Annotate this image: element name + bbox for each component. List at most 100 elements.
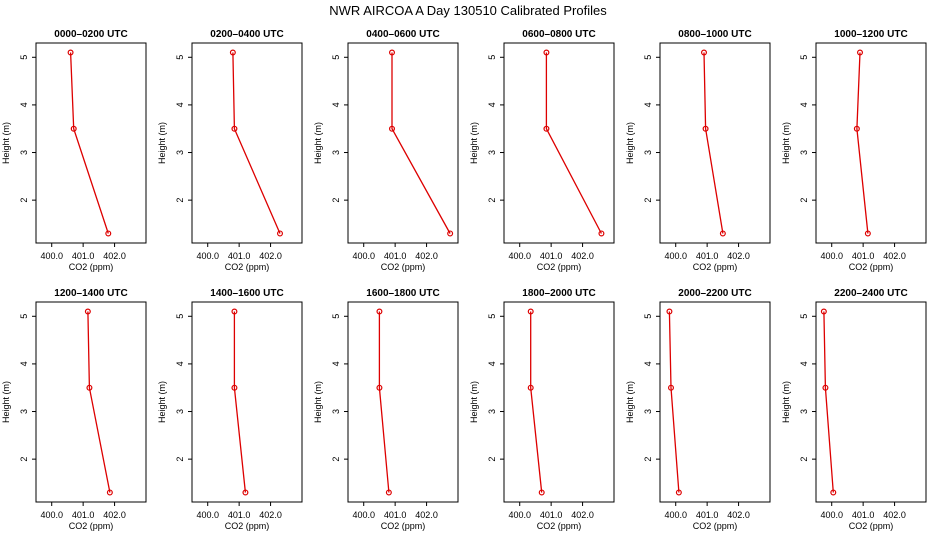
data-point [70,125,77,132]
panel: 1200–1400 UTC 400.0 401.0 402.0 2 3 4 5 CO2 (ppm… [1,288,147,531]
data-point [277,230,284,237]
panel: 1000–1200 UTC 400.0 401.0 402.0 2 3 4 5 CO2 (ppm… [781,29,927,272]
x-tick-label: 401.0 [852,251,875,261]
panel: 0200–0400 UTC 400.0 401.0 402.0 2 3 4 5 CO2 (ppm… [157,29,303,272]
x-tick-label: 400.0 [40,251,63,261]
panel: 0400–0600 UTC 400.0 401.0 402.0 2 3 4 5 CO2 (ppm… [313,29,459,272]
y-tick-label: 2 [19,457,29,462]
y-tick-label: 4 [175,361,185,366]
x-axis-label: CO2 (ppm) [381,262,426,272]
x-tick-label: 400.0 [664,510,687,520]
y-tick-label: 5 [799,55,809,60]
y-tick-label: 5 [643,314,653,319]
y-tick-label: 2 [175,198,185,203]
y-tick-label: 5 [487,55,497,60]
data-point [376,384,383,391]
y-tick-label: 5 [175,55,185,60]
y-axis-label: Height (m) [1,122,11,164]
panel: 1400–1600 UTC 400.0 401.0 402.0 2 3 4 5 CO2 (ppm… [157,288,303,531]
x-tick-label: 402.0 [259,510,282,520]
data-point [106,489,113,496]
data-point [856,49,863,56]
x-tick-label: 401.0 [384,510,407,520]
profile-line [69,52,109,234]
plot-frame [815,301,927,503]
y-axis-label: Height (m) [157,381,167,423]
data-point [700,49,707,56]
x-axis-label: CO2 (ppm) [225,521,270,531]
y-tick-label: 2 [643,457,653,462]
profile-line [545,52,602,234]
y-tick-label: 3 [331,150,341,155]
data-point [598,230,605,237]
panel-title: 1800–2000 UTC [522,288,595,299]
data-point [242,489,249,496]
x-tick-label: 401.0 [696,510,719,520]
profile-line [856,52,869,234]
y-axis-label: Height (m) [157,122,167,164]
data-point [666,308,673,315]
panel-title: 1600–1800 UTC [366,288,439,299]
y-tick-label: 4 [331,102,341,107]
profile-line [378,311,390,493]
x-tick-label: 402.0 [883,510,906,520]
x-axis-label: CO2 (ppm) [381,521,426,531]
panel-title: 1400–1600 UTC [210,288,283,299]
x-tick-label: 401.0 [540,510,563,520]
x-tick-label: 400.0 [508,510,531,520]
x-tick-label: 400.0 [352,251,375,261]
data-point [675,489,682,496]
y-tick-label: 5 [19,55,29,60]
y-tick-label: 4 [799,102,809,107]
figure-title: NWR AIRCOA A Day 130510 Calibrated Profi… [329,3,607,18]
data-point [702,125,709,132]
x-tick-label: 402.0 [415,251,438,261]
panels: 0000–0200 UTC 400.0 401.0 402.0 2 3 4 5 CO2 (ppm… [1,29,927,531]
x-tick-label: 402.0 [727,510,750,520]
data-point [389,49,396,56]
plot-frame [659,42,771,244]
y-axis-label: Height (m) [1,381,11,423]
panel-title: 0000–0200 UTC [54,29,127,40]
x-tick-label: 400.0 [820,510,843,520]
y-tick-label: 2 [331,457,341,462]
x-tick-label: 402.0 [571,251,594,261]
x-tick-label: 402.0 [883,251,906,261]
plot-frame [191,42,303,244]
y-tick-label: 3 [799,150,809,155]
y-tick-label: 5 [175,314,185,319]
y-tick-label: 4 [19,102,29,107]
plot-frame [191,301,303,503]
data-point [864,230,871,237]
y-tick-label: 3 [487,150,497,155]
y-tick-label: 3 [175,150,185,155]
data-point [820,308,827,315]
profile-line [703,52,724,234]
y-tick-label: 3 [19,150,29,155]
data-point [719,230,726,237]
plot-frame [347,42,459,244]
data-point [67,49,74,56]
x-axis-label: CO2 (ppm) [225,262,270,272]
x-tick-label: 402.0 [103,510,126,520]
x-tick-label: 401.0 [72,510,95,520]
panel: 1600–1800 UTC 400.0 401.0 402.0 2 3 4 5 CO2 (ppm… [313,288,459,531]
data-point [538,489,545,496]
profile-line [823,311,834,493]
y-tick-label: 5 [799,314,809,319]
x-tick-label: 401.0 [72,251,95,261]
x-axis-label: CO2 (ppm) [537,521,582,531]
data-point [853,125,860,132]
plot-frame [503,301,615,503]
y-tick-label: 2 [799,457,809,462]
y-tick-label: 2 [19,198,29,203]
data-point [667,384,674,391]
data-point [822,384,829,391]
x-tick-label: 400.0 [664,251,687,261]
x-axis-label: CO2 (ppm) [537,262,582,272]
y-tick-label: 4 [331,361,341,366]
y-tick-label: 3 [643,409,653,414]
y-tick-label: 4 [643,102,653,107]
panel: 2200–2400 UTC 400.0 401.0 402.0 2 3 4 5 CO2 (ppm… [781,288,927,531]
panel-title: 2200–2400 UTC [834,288,907,299]
